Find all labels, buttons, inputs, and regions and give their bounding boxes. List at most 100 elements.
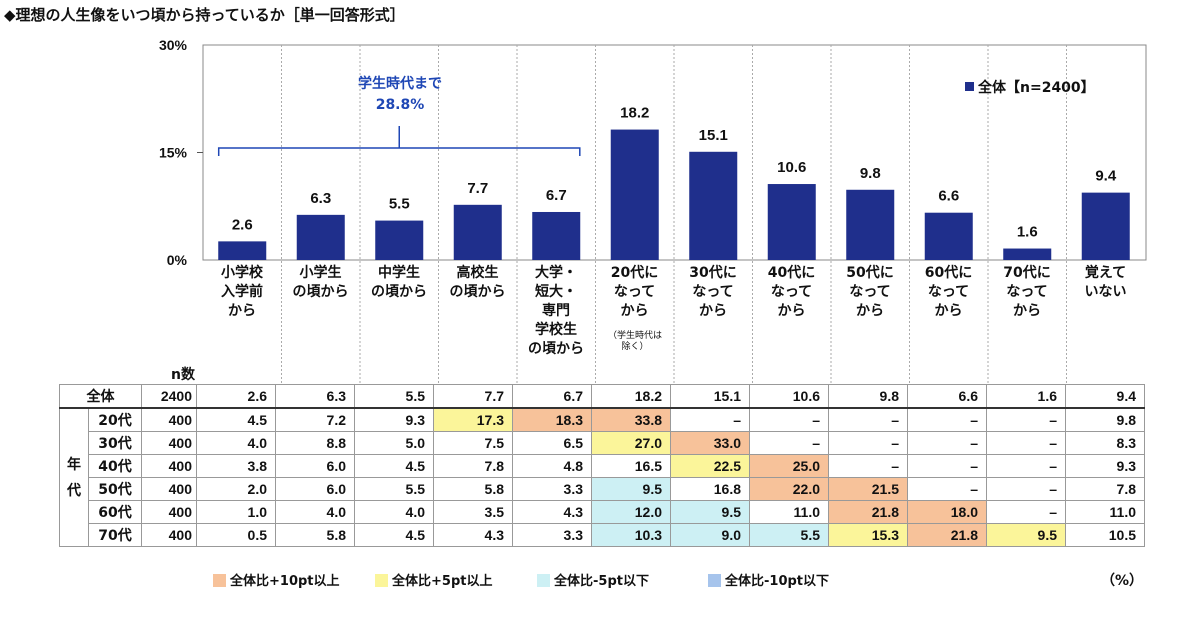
table-row: 50代 400 2.0 6.0 5.5 5.8 3.3 9.5 16.8 22.0 21.5– –7.… [60, 477, 1145, 501]
color-key-swatch [213, 574, 226, 587]
table-cell: 18.3 [512, 407, 592, 432]
table-cell: 21.8 [907, 523, 987, 547]
row-label: 全体 [59, 384, 142, 409]
table-cell: 8.8 [275, 431, 355, 455]
bar-value-label: 6.7 [546, 187, 567, 204]
row-label: 50代 [88, 477, 142, 501]
table-cell: 18.2 [591, 384, 671, 409]
category-label: 小学校 入学前 から [221, 265, 263, 319]
color-key-label: 全体比-10pt以下 [725, 574, 830, 589]
row-label: 60代 [88, 500, 142, 524]
table-cell: 9.4 [1065, 384, 1145, 409]
table-cell: 5.8 [433, 477, 513, 501]
bar-value-label: 1.6 [1017, 224, 1038, 241]
category-label: 覚えて いない [1084, 265, 1127, 300]
n-count-cell: 400 [141, 454, 197, 478]
bracket-annotation-text: 学生時代まで [358, 76, 442, 92]
table-cell: 10.6 [749, 384, 829, 409]
table-cell: 10.3 [591, 523, 671, 547]
gridlines [197, 44, 1147, 384]
bar-value-label: 9.8 [860, 165, 881, 182]
n-count-cell: 400 [141, 500, 197, 524]
bar-value-label: 7.7 [467, 180, 488, 197]
color-key-label: 全体比+5pt以上 [392, 574, 493, 589]
bar-value-label: 5.5 [389, 196, 410, 213]
table-cell: – [907, 477, 987, 501]
table-cell: – [907, 407, 987, 432]
category-label: 20代に なって から [610, 265, 659, 319]
bar-chart: 2.66.3 5.57.7 6.718.215.110.6 9.86.61.69.4 … [159, 37, 1147, 384]
table-cell: 4.3 [512, 500, 592, 524]
table-cell: – [986, 431, 1066, 455]
table-cell: 8.3 [1065, 431, 1145, 455]
table-row: 60代 400 1.0 4.0 4.0 3.5 4.3 12.0 9.5 11.0 21.8 18.0… [60, 500, 1145, 524]
table-cell: 4.0 [354, 500, 434, 524]
table-cell: 17.3 [433, 407, 513, 432]
color-key-swatch [537, 574, 550, 587]
bar [1003, 248, 1052, 260]
y-tick-label: 15% [159, 145, 188, 161]
legend: 全体【n=2400】 [965, 77, 1095, 97]
table-cell: 6.7 [512, 384, 592, 409]
table-cell: 7.2 [275, 407, 355, 432]
table-cell: 25.0 [749, 454, 829, 478]
table-cell: – [986, 500, 1066, 524]
table-cell: 11.0 [1065, 500, 1145, 524]
color-key-label: 全体比-5pt以下 [554, 574, 649, 589]
table-cell: 5.5 [354, 477, 434, 501]
table-cell: 15.1 [670, 384, 750, 409]
n-count-cell: 400 [141, 477, 197, 501]
row-label: 40代 [88, 454, 142, 478]
table-cell: 22.0 [749, 477, 829, 501]
bar [218, 241, 267, 260]
table-cell: 9.0 [670, 523, 750, 547]
table-cell: 9.3 [1065, 454, 1145, 478]
table-cell: 4.5 [354, 454, 434, 478]
color-key-label: 全体比+10pt以上 [230, 574, 340, 589]
bar [532, 211, 581, 260]
table-cell: 6.0 [275, 454, 355, 478]
table-cell: 33.0 [670, 431, 750, 455]
y-tick-label: 30% [159, 37, 188, 53]
bar [689, 151, 738, 260]
color-key-plus5: 全体比+5pt以上 [375, 570, 492, 589]
table-cell: 3.3 [512, 477, 592, 501]
row-label: 20代 [88, 407, 142, 432]
table-cell: 9.3 [354, 407, 434, 432]
table-cell: 6.0 [275, 477, 355, 501]
table-cell: 16.5 [591, 454, 671, 478]
n-count-cell: 400 [141, 431, 197, 455]
bar [296, 214, 345, 260]
color-key-swatch [708, 574, 721, 587]
color-key-minus10: 全体比-10pt以下 [708, 570, 829, 589]
table-cell: – [749, 407, 829, 432]
category-label: 40代に なって から [767, 265, 816, 319]
row-label: 30代 [88, 431, 142, 455]
table-cell: 21.8 [828, 500, 908, 524]
bar-value-label: 9.4 [1095, 168, 1117, 185]
table-cell: 4.0 [196, 431, 276, 455]
table-row: 30代 400 4.0 8.8 5.0 7.5 6.5 27.0 33.0– – – –8.3 [60, 431, 1145, 455]
bars [218, 129, 1130, 260]
table-cell: 9.8 [1065, 407, 1145, 432]
table-cell: – [828, 454, 908, 478]
bar [610, 129, 659, 260]
bar-value-label: 10.6 [777, 159, 806, 176]
table-cell: 12.0 [591, 500, 671, 524]
table-cell: 7.8 [1065, 477, 1145, 501]
table-cell: 4.5 [196, 407, 276, 432]
bar [846, 189, 895, 260]
table-cell: 18.0 [907, 500, 987, 524]
table-cell: 3.8 [196, 454, 276, 478]
table-cell: 9.5 [591, 477, 671, 501]
bar [453, 204, 502, 260]
table-cell: 21.5 [828, 477, 908, 501]
bracket-annotation: 学生時代まで 28.8% [330, 74, 470, 116]
table-cell: 4.3 [433, 523, 513, 547]
bar-value-label: 2.6 [232, 216, 253, 233]
table-cell: 7.5 [433, 431, 513, 455]
table-cell: 9.5 [986, 523, 1066, 547]
color-key-plus10: 全体比+10pt以上 [213, 570, 340, 589]
category-label: 高校生 の頃から [449, 265, 506, 300]
n-count-cell: 400 [141, 407, 197, 432]
